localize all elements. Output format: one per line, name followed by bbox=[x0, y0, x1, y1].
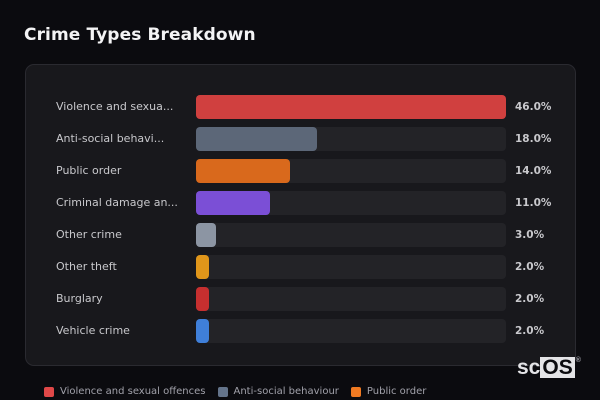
bar-row: Other theft 2.0% bbox=[26, 255, 575, 279]
bar-fill[interactable] bbox=[196, 223, 217, 247]
legend-item[interactable]: Anti-social behaviour bbox=[217, 386, 339, 397]
brand-os: OS bbox=[540, 356, 575, 379]
chart-title: Crime Types Breakdown bbox=[24, 25, 256, 45]
bar-fill[interactable] bbox=[196, 287, 210, 311]
bar-row: Violence and sexua... 46.0% bbox=[26, 95, 575, 119]
legend-label: Public order bbox=[366, 386, 427, 397]
brand-sc: sc bbox=[517, 356, 541, 379]
bar-row: Other crime 3.0% bbox=[26, 223, 575, 247]
bar-label: Violence and sexua... bbox=[56, 100, 174, 113]
bar-value: 11.0% bbox=[515, 197, 552, 209]
bar-value: 14.0% bbox=[515, 165, 552, 177]
bar-track bbox=[196, 223, 506, 247]
legend-label: Violence and sexual offences bbox=[60, 386, 206, 397]
legend-item[interactable]: Public order bbox=[350, 386, 427, 397]
bar-fill[interactable] bbox=[196, 191, 271, 215]
bar-value: 2.0% bbox=[515, 261, 545, 273]
bar-label: Vehicle crime bbox=[56, 324, 130, 337]
bar-track bbox=[196, 287, 506, 311]
bar-row: Vehicle crime 2.0% bbox=[26, 319, 575, 343]
bar-track bbox=[196, 319, 506, 343]
bar-track bbox=[196, 191, 506, 215]
bar-row: Anti-social behavi... 18.0% bbox=[26, 127, 575, 151]
brand-logo: sc OS ® bbox=[517, 357, 581, 378]
bar-value: 2.0% bbox=[515, 293, 545, 305]
legend-swatch-icon bbox=[350, 386, 361, 397]
legend-label: Anti-social behaviour bbox=[233, 386, 339, 397]
bar-label: Anti-social behavi... bbox=[56, 132, 165, 145]
bar-label: Public order bbox=[56, 164, 122, 177]
bar-fill[interactable] bbox=[196, 127, 318, 151]
bar-track bbox=[196, 159, 506, 183]
bar-label: Burglary bbox=[56, 292, 103, 305]
bar-track bbox=[196, 127, 506, 151]
bar-track bbox=[196, 95, 506, 119]
bar-track bbox=[196, 255, 506, 279]
bar-row: Burglary 2.0% bbox=[26, 287, 575, 311]
chart-legend: Violence and sexual offences Anti-social… bbox=[44, 386, 426, 397]
legend-item[interactable]: Violence and sexual offences bbox=[44, 386, 206, 397]
bar-row: Public order 14.0% bbox=[26, 159, 575, 183]
legend-swatch-icon bbox=[44, 386, 54, 397]
bar-label: Criminal damage an... bbox=[56, 196, 178, 209]
bar-value: 2.0% bbox=[515, 325, 545, 337]
bar-value: 3.0% bbox=[515, 229, 545, 241]
bar-fill[interactable] bbox=[196, 255, 210, 279]
chart-card: Violence and sexua... 46.0% Anti-social b… bbox=[25, 64, 576, 366]
bar-value: 18.0% bbox=[515, 133, 552, 145]
registered-icon: ® bbox=[575, 357, 581, 364]
bar-row: Criminal damage an... 11.0% bbox=[26, 191, 575, 215]
bar-label: Other theft bbox=[56, 260, 117, 273]
legend-swatch-icon bbox=[217, 386, 228, 397]
bar-fill[interactable] bbox=[196, 95, 506, 119]
bar-fill[interactable] bbox=[196, 319, 210, 343]
bar-value: 46.0% bbox=[515, 101, 552, 113]
bar-label: Other crime bbox=[56, 228, 122, 241]
bar-fill[interactable] bbox=[196, 159, 291, 183]
